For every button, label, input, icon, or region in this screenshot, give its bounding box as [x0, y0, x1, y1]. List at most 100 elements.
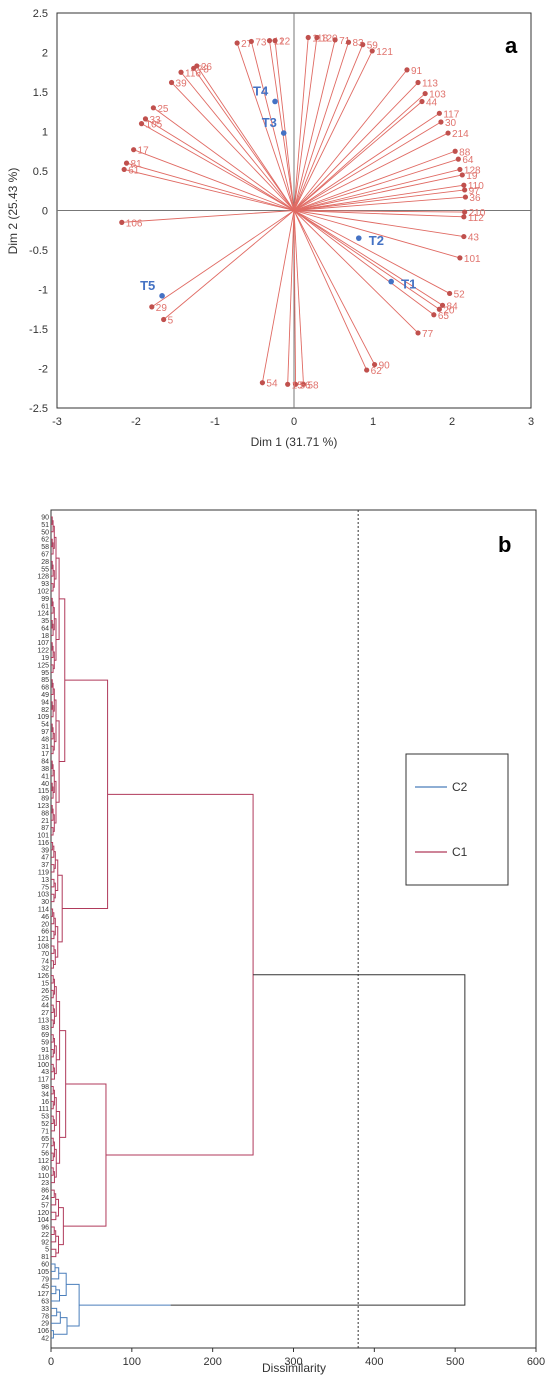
observation-vector	[293, 196, 466, 211]
leaf-label: 51	[41, 522, 49, 529]
observation-point	[455, 156, 461, 162]
leaf-label: 53	[41, 1114, 49, 1121]
observation-point	[138, 121, 145, 127]
leaf-label: 106	[37, 1328, 49, 1335]
observation-vector	[293, 210, 375, 365]
observation-point	[371, 361, 378, 368]
observation-label: 19	[466, 171, 478, 182]
observation-point	[142, 116, 149, 122]
dendrogram-link	[51, 1034, 54, 1043]
observation-point	[419, 98, 425, 105]
observation-label: 113	[422, 79, 438, 90]
leaf-label: 85	[41, 677, 49, 684]
observation-label: 88	[459, 147, 471, 158]
legend: C2 C1	[405, 753, 509, 886]
leaf-label: 45	[41, 1284, 49, 1291]
observation-vector	[293, 50, 373, 211]
observation-label: 116	[185, 68, 201, 79]
leaf-label: 112	[38, 1158, 49, 1165]
observation-vector	[293, 150, 456, 211]
leaf-label: 25	[41, 995, 49, 1002]
observation-point	[332, 37, 338, 43]
leaf-label: 31	[41, 744, 49, 751]
leaf-label: 66	[41, 929, 49, 936]
leaf-label: 39	[41, 847, 49, 854]
leaf-label: 23	[41, 1180, 49, 1187]
observation-vector	[293, 210, 461, 259]
observation-label: 36	[469, 193, 481, 204]
leaf-label: 24	[41, 1195, 49, 1202]
observation-point	[149, 304, 155, 310]
legend-box	[405, 753, 509, 886]
y-tick-label: -1.5	[29, 324, 48, 336]
leaf-label: 93	[41, 581, 49, 588]
leaf-label: 101	[37, 833, 49, 840]
observation-vector	[145, 118, 295, 211]
leaf-label: 61	[41, 603, 49, 610]
observation-label: 120	[321, 33, 338, 44]
observation-point	[194, 63, 200, 69]
dendrogram-link	[55, 557, 60, 641]
variable-point	[272, 98, 278, 105]
dendrogram-link	[51, 864, 55, 873]
observation-vector	[141, 123, 295, 211]
observation-vector	[261, 210, 295, 383]
dendrogram-link	[51, 1067, 55, 1080]
dendrogram-link	[54, 618, 57, 661]
observation-vector	[193, 68, 295, 211]
observation-label: 122	[274, 37, 291, 48]
observation-label: 58	[307, 380, 319, 391]
variable-point	[280, 130, 287, 136]
y-tick-label: 1	[42, 127, 48, 139]
observation-point	[161, 316, 167, 323]
leaf-label: 52	[41, 1121, 49, 1128]
leaf-label: 27	[41, 1010, 49, 1017]
observation-vector	[274, 40, 295, 211]
dendrogram-link	[53, 1008, 55, 1025]
leaf-label: 122	[37, 648, 49, 655]
dendrogram-link	[54, 1045, 57, 1075]
observation-vector	[293, 44, 364, 211]
observation-label: 97	[469, 186, 481, 197]
observation-point	[314, 34, 320, 41]
observation-label: 103	[429, 90, 446, 101]
observation-label: 62	[371, 366, 383, 377]
variable-label: T4	[253, 83, 269, 98]
leaf-label: 15	[41, 980, 49, 987]
y-tick-label: 0.5	[33, 166, 48, 178]
leaf-label: 35	[41, 618, 49, 625]
dendrogram-link	[56, 1000, 61, 1061]
observation-label: 83	[353, 38, 365, 49]
observation-label: 117	[443, 109, 459, 120]
leaf-label: 126	[37, 973, 49, 980]
leaf-label: 79	[41, 1276, 49, 1283]
observation-point	[369, 48, 375, 54]
dendrogram-link	[57, 874, 63, 943]
leaf-label: 119	[38, 870, 49, 877]
leaf-label: 71	[41, 1128, 49, 1135]
observation-label: 121	[376, 47, 393, 58]
leaf-label: 89	[41, 796, 49, 803]
leaf-label: 32	[41, 966, 49, 973]
leaf-label: 103	[37, 892, 49, 899]
panel-a-biplot: -3 -2 -1 0 1 2 3 2.5 2 1.5 1 0.5 0 -0.5 -1 -1.5 -2 -2.5 1…	[6, 8, 534, 449]
observation-point	[436, 110, 442, 116]
observation-vector	[196, 65, 295, 211]
dendrogram-link	[51, 878, 55, 888]
x-tick-label: -3	[52, 416, 62, 428]
observation-point	[285, 381, 291, 387]
observation-point	[461, 182, 467, 188]
dendrogram-link	[51, 1100, 54, 1110]
leaf-label: 67	[41, 551, 49, 558]
x-tick-label: 0	[291, 416, 297, 428]
x-tick-label: 600	[527, 1356, 545, 1368]
dendrogram-link	[53, 1141, 55, 1158]
x-tick-label: 0	[48, 1356, 54, 1368]
leaf-label: 33	[41, 1306, 49, 1313]
observation-label: 20	[443, 305, 455, 316]
observation-vector	[293, 210, 450, 294]
x-tick-label: 3	[528, 416, 534, 428]
observation-label: 59	[367, 41, 379, 52]
observation-vector	[293, 37, 309, 211]
